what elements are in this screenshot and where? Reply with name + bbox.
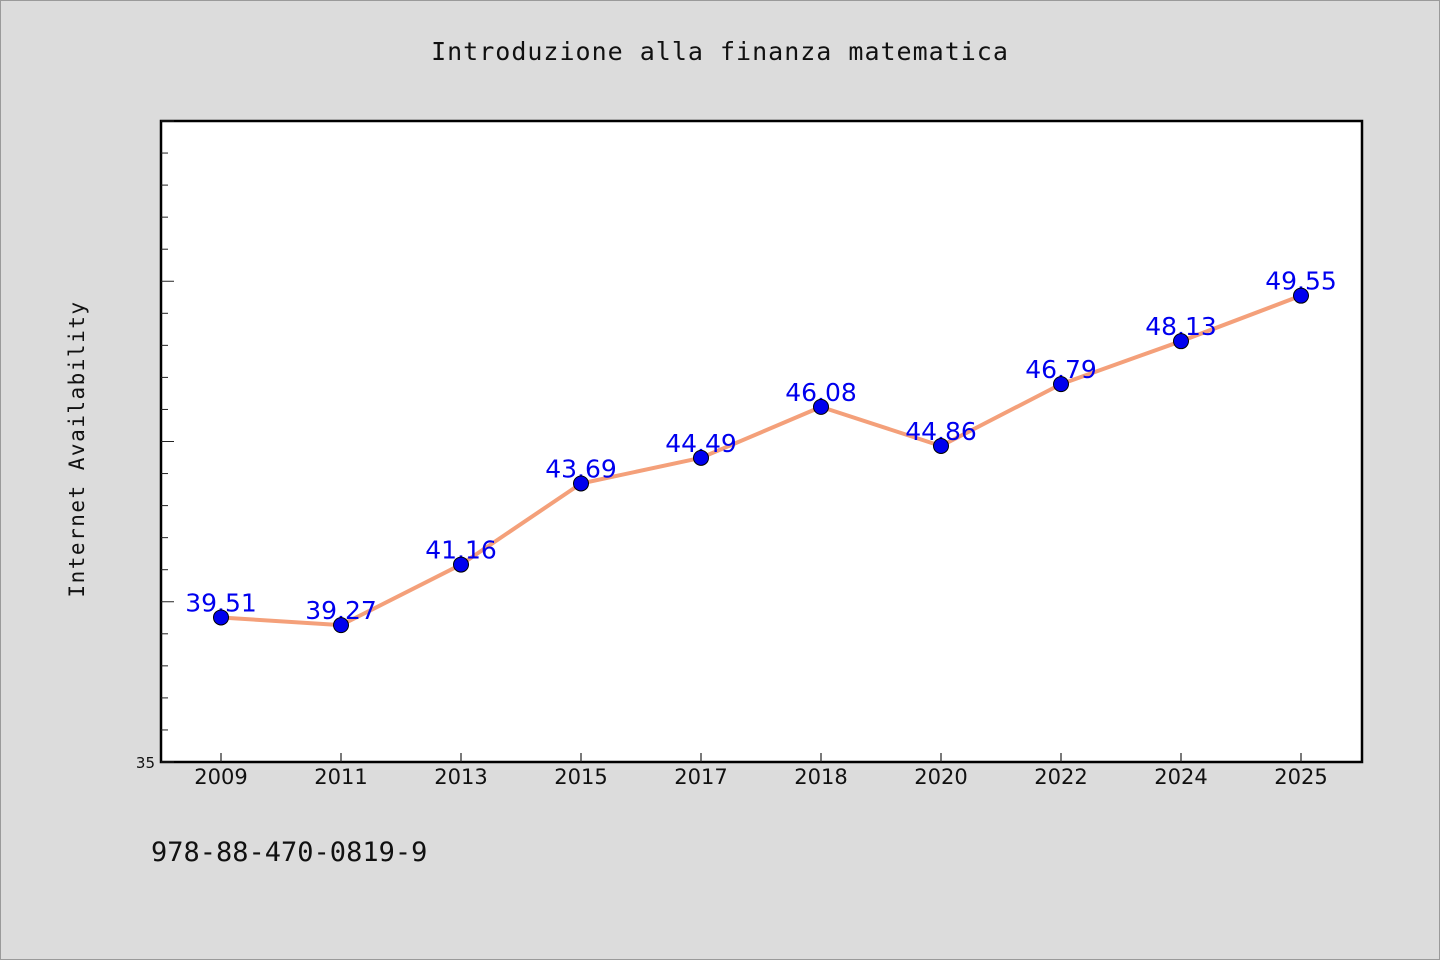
y-tick-label: 35 (136, 754, 155, 772)
plot-frame (159, 119, 1364, 764)
data-point (1293, 287, 1309, 304)
data-point (1173, 333, 1189, 350)
data-point (213, 609, 229, 626)
x-tick-label: 2015 (554, 765, 607, 789)
data-point (573, 475, 589, 492)
chart-title: Introduzione alla finanza matematica (431, 37, 1009, 66)
isbn-text: 978-88-470-0819-9 (151, 837, 428, 868)
x-tick-label: 2024 (1154, 765, 1207, 789)
x-tick-label: 2013 (434, 765, 487, 789)
data-point (933, 437, 949, 454)
data-point (333, 617, 349, 634)
data-point (453, 556, 469, 573)
x-tick-label: 2011 (314, 765, 367, 789)
x-tick-label: 2025 (1274, 765, 1327, 789)
x-tick-label: 2022 (1034, 765, 1087, 789)
x-tick-label: 2009 (194, 765, 247, 789)
data-point (813, 398, 829, 415)
x-tick-label: 2017 (674, 765, 727, 789)
data-point (1053, 376, 1069, 393)
x-tick-label: 2020 (914, 765, 967, 789)
series-line (219, 293, 1303, 628)
data-point (693, 449, 709, 466)
x-tick-label: 2018 (794, 765, 847, 789)
